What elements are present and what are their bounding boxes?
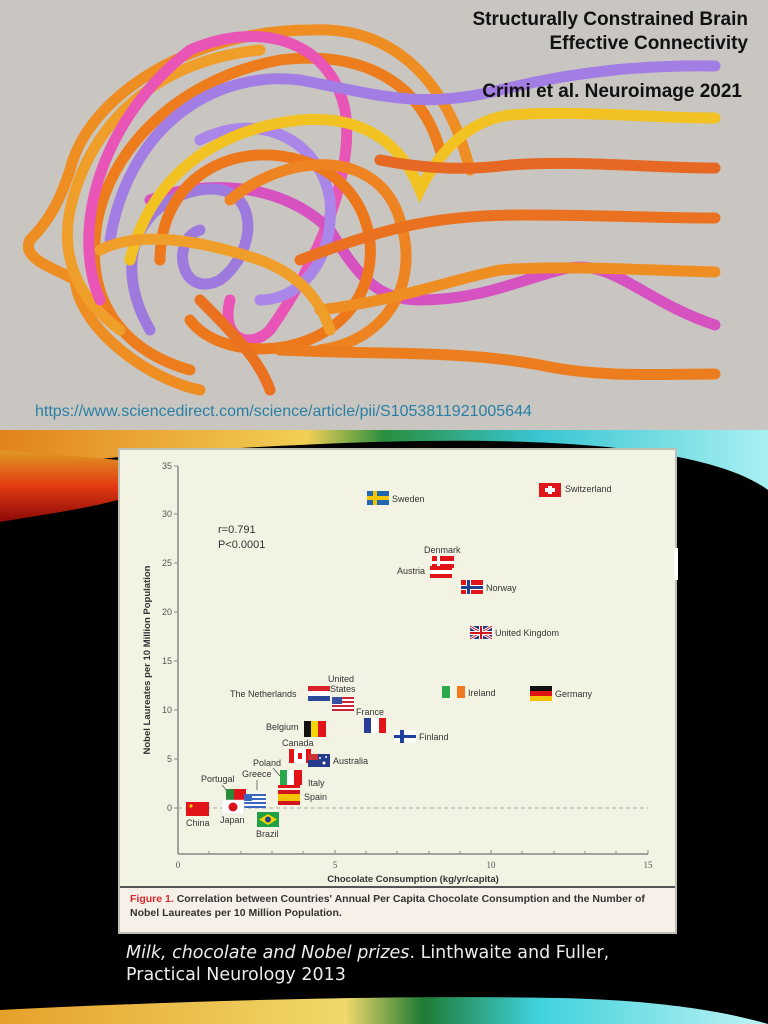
reference-authors-journal: . Linthwaite and Fuller, Practical Neuro… <box>126 943 610 985</box>
svg-text:10: 10 <box>162 705 172 715</box>
svg-text:35: 35 <box>162 461 172 471</box>
svg-text:Finland: Finland <box>419 732 449 742</box>
svg-text:Ireland: Ireland <box>468 688 496 698</box>
svg-text:Portugal: Portugal <box>201 774 235 784</box>
figure-caption-text: Correlation between Countries' Annual Pe… <box>130 893 645 919</box>
source-url-link[interactable]: https://www.sciencedirect.com/science/ar… <box>35 403 532 420</box>
decorative-swoosh-top <box>0 430 768 1024</box>
svg-text:Germany: Germany <box>555 689 593 699</box>
chocolate-nobel-slide: 0 5 10 15 20 25 30 35 0 5 10 15 <box>0 430 768 1024</box>
slide-title-line1: Structurally Constrained Brain <box>472 9 748 30</box>
svg-text:Denmark: Denmark <box>424 545 461 555</box>
svg-text:P<0.0001: P<0.0001 <box>218 539 265 551</box>
svg-text:20: 20 <box>162 607 172 617</box>
svg-text:Austria: Austria <box>397 566 425 576</box>
svg-text:Australia: Australia <box>333 756 368 766</box>
svg-text:10: 10 <box>487 860 497 870</box>
svg-text:r=0.791: r=0.791 <box>218 524 256 536</box>
svg-text:Canada: Canada <box>282 738 314 748</box>
svg-text:Brazil: Brazil <box>256 829 279 839</box>
svg-text:China: China <box>186 818 210 828</box>
svg-text:Sweden: Sweden <box>392 494 425 504</box>
svg-text:States: States <box>330 684 356 694</box>
decorative-edge-bar <box>674 548 678 580</box>
svg-text:0: 0 <box>167 803 172 813</box>
svg-text:Japan: Japan <box>220 815 245 825</box>
scatter-plot: 0 5 10 15 20 25 30 35 0 5 10 15 <box>142 461 654 885</box>
svg-text:Nobel Laureates per 10 Million: Nobel Laureates per 10 Million Populatio… <box>142 565 153 754</box>
figure-caption: Figure 1. Correlation between Countries'… <box>120 886 675 932</box>
svg-text:Greece: Greece <box>242 769 272 779</box>
svg-text:Chocolate Consumption (kg/yr/c: Chocolate Consumption (kg/yr/capita) <box>327 874 499 885</box>
reference-title: Milk, chocolate and Nobel prizes <box>126 943 410 963</box>
svg-text:France: France <box>356 707 384 717</box>
svg-text:Norway: Norway <box>486 583 517 593</box>
svg-text:Spain: Spain <box>304 792 327 802</box>
scatter-figure: 0 5 10 15 20 25 30 35 0 5 10 15 <box>118 448 677 934</box>
svg-text:15: 15 <box>644 860 654 870</box>
brain-tubes-illustration <box>23 24 721 396</box>
reference-text: Milk, chocolate and Nobel prizes. Linthw… <box>126 942 686 986</box>
brain-connectivity-slide: Structurally Constrained Brain Effective… <box>0 0 768 430</box>
svg-text:0: 0 <box>176 860 181 870</box>
svg-text:The Netherlands: The Netherlands <box>230 689 297 699</box>
svg-text:United Kingdom: United Kingdom <box>495 628 559 638</box>
svg-text:Belgium: Belgium <box>266 722 299 732</box>
citation-text: Crimi et al. Neuroimage 2021 <box>482 81 742 102</box>
svg-text:Switzerland: Switzerland <box>565 484 612 494</box>
svg-text:5: 5 <box>333 860 338 870</box>
svg-text:25: 25 <box>162 558 172 568</box>
svg-text:United: United <box>328 674 354 684</box>
figure-caption-label: Figure 1. <box>130 893 174 905</box>
svg-text:Italy: Italy <box>308 778 325 788</box>
svg-text:15: 15 <box>162 656 172 666</box>
svg-text:5: 5 <box>167 754 172 764</box>
svg-text:Poland: Poland <box>253 758 281 768</box>
svg-text:30: 30 <box>162 509 172 519</box>
slide-title-line2: Effective Connectivity <box>549 33 749 54</box>
